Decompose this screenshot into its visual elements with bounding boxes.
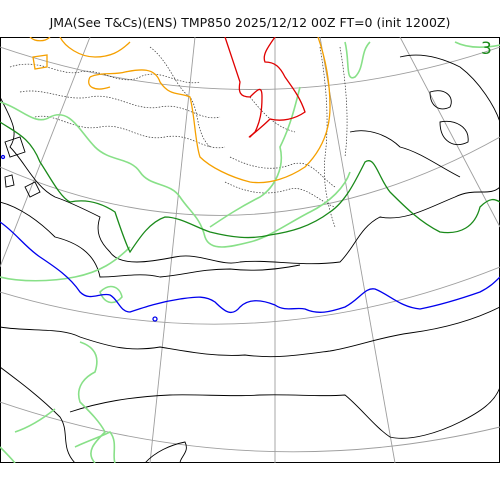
isotherm-orange [29, 37, 331, 184]
isotherm-blue-closed [152, 316, 158, 322]
isotherm-line [29, 37, 51, 42]
longitude-line [149, 37, 196, 463]
latitude-line [0, 266, 500, 325]
isotherm-line [0, 246, 131, 282]
map-title: JMA(See T&Cs)(ENS) TMP850 2025/12/12 00Z… [49, 15, 451, 30]
dotted-contour [339, 46, 348, 158]
isotherm-blue-dot [0, 154, 6, 160]
isotherm-line [32, 54, 48, 70]
isotherm-line [0, 446, 16, 463]
longitude-line [0, 37, 91, 268]
coastline [4, 174, 15, 188]
isotherm-line [14, 408, 56, 433]
isotherm-light-green [0, 41, 500, 463]
isotherm-blue [0, 154, 500, 322]
isotherm-red [224, 37, 306, 138]
isotherm-line [59, 37, 131, 58]
longitude-line [319, 37, 396, 463]
dotted-contour [224, 181, 336, 208]
coastline [0, 306, 500, 358]
coastline [4, 136, 26, 158]
isotherm-line [88, 76, 111, 90]
map-canvas: 3 [0, 37, 500, 463]
isotherm-line [77, 341, 106, 463]
isotherm-line [224, 37, 306, 138]
isotherm-line [89, 37, 331, 184]
coastline [69, 386, 500, 439]
dotted-contour [319, 46, 336, 228]
coastline [144, 441, 187, 463]
coastline [399, 54, 500, 123]
coastline [429, 90, 452, 110]
isotherm-dark-green [0, 121, 500, 254]
latitude-line [0, 136, 500, 216]
isotherm-line [454, 41, 500, 48]
coastline [0, 366, 76, 463]
graticule [0, 37, 500, 463]
latitude-line [0, 401, 500, 453]
coastline [24, 181, 41, 198]
dotted-contour [229, 156, 336, 188]
isotherm-line [0, 221, 500, 314]
dotted-contour [19, 90, 221, 119]
isotherm-line [74, 430, 116, 463]
coastline [349, 130, 461, 178]
map-frame [0, 37, 500, 463]
contour-label-3: 3 [481, 39, 492, 59]
isotherm-line [99, 285, 123, 304]
longitude-line [399, 37, 500, 228]
isotherm-line [0, 101, 351, 248]
isotherm-line [344, 41, 371, 79]
coastline [439, 120, 469, 146]
weather-map: 3 [0, 37, 500, 463]
coastline [0, 96, 500, 265]
coastlines [0, 54, 500, 463]
isotherm-line [209, 86, 301, 228]
dotted-contour [9, 63, 201, 84]
coastline [0, 201, 301, 278]
isotherm-line [0, 121, 500, 254]
latitude-line [0, 46, 500, 90]
